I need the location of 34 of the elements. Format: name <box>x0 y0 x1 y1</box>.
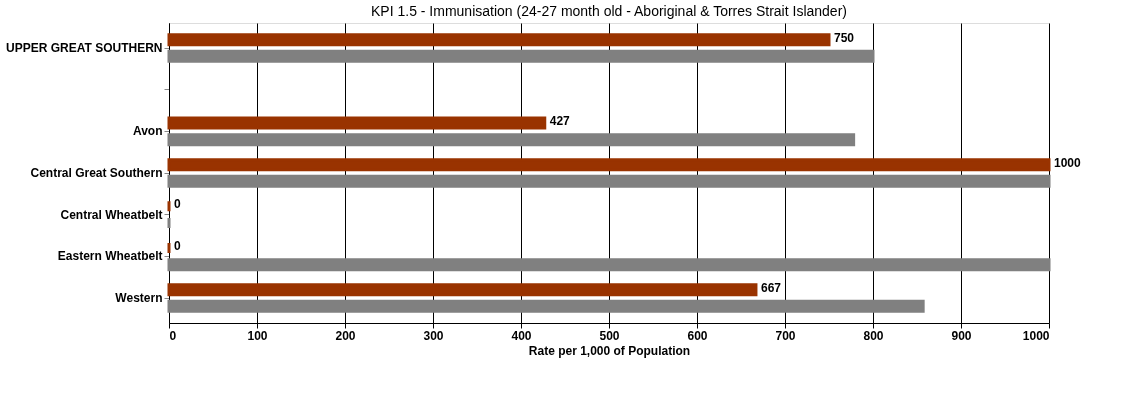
x-tick-label: 300 <box>423 328 444 343</box>
data-label: 0 <box>174 197 181 212</box>
y-tick-label: Central Wheatbelt <box>60 207 163 222</box>
x-tick-label: 200 <box>335 328 356 343</box>
x-tick-label: 800 <box>863 328 884 343</box>
bar <box>167 158 1051 172</box>
x-tick-label: 1000 <box>1022 328 1050 343</box>
bar <box>167 283 758 297</box>
data-label: 1000 <box>1054 155 1082 170</box>
bar <box>167 133 856 147</box>
x-axis-title: Rate per 1,000 of Population <box>528 343 691 358</box>
y-tick-label: Eastern Wheatbelt <box>57 249 163 264</box>
bar <box>167 33 831 47</box>
chart-title: KPI 1.5 - Immunisation (24-27 month old - Aboriginal & Torres Strait Islander) <box>371 3 847 19</box>
data-label: 0 <box>174 239 181 253</box>
y-tick-label: UPPER GREAT SOUTHERN <box>6 41 163 55</box>
bar <box>167 258 1051 272</box>
y-tick-label: Central Great Southern <box>30 166 163 180</box>
bar <box>167 49 875 63</box>
x-tick-label: 0 <box>169 328 177 343</box>
x-tick-label: 500 <box>599 328 620 343</box>
x-tick-label: 400 <box>511 328 532 343</box>
y-tick-label: Western <box>115 291 163 305</box>
x-tick-label: 700 <box>775 328 796 343</box>
x-tick-label: 100 <box>247 328 268 343</box>
data-label: 750 <box>834 30 855 45</box>
data-label: 667 <box>760 280 782 295</box>
x-tick-label: 600 <box>687 328 708 343</box>
data-label: 427 <box>549 114 571 128</box>
bar <box>167 299 925 313</box>
bar <box>167 116 547 130</box>
bar <box>167 174 1051 188</box>
x-tick-label: 900 <box>951 328 972 343</box>
y-tick-label: Avon <box>132 124 163 139</box>
